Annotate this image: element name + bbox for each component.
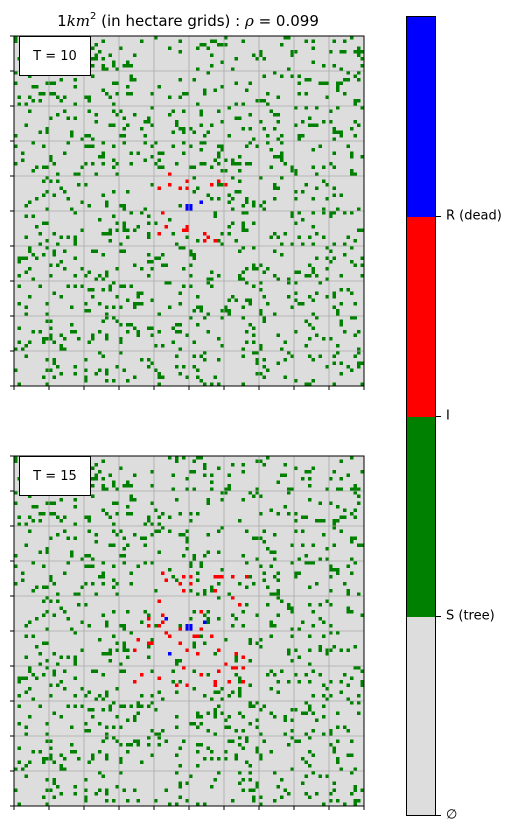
colorbar-label-susceptible: S (tree) <box>446 608 495 624</box>
time-label: T = 15 <box>19 456 91 496</box>
colorbar-segment-recovered <box>407 17 435 217</box>
lattice-grid <box>10 35 365 390</box>
colorbar-segment-empty <box>407 617 435 815</box>
state-colorbar <box>406 16 436 816</box>
time-label: T = 10 <box>19 36 91 76</box>
colorbar-label-recovered: R (dead) <box>446 208 502 224</box>
lattice-grid <box>10 455 365 810</box>
colorbar-label-empty: ∅ <box>446 807 458 823</box>
colorbar-tick <box>436 216 441 217</box>
colorbar-tick <box>436 815 441 816</box>
colorbar-segment-susceptible <box>407 417 435 617</box>
figure-title: 1km2 (in hectare grids) : ρ = 0.099 <box>57 11 319 30</box>
colorbar-segment-infected <box>407 217 435 417</box>
lattice-panel-t10: T = 10 <box>10 35 365 390</box>
colorbar-tick <box>436 616 441 617</box>
lattice-panel-t15: T = 15 <box>10 455 365 810</box>
colorbar-tick <box>436 416 441 417</box>
colorbar-label-infected: I <box>446 408 450 424</box>
